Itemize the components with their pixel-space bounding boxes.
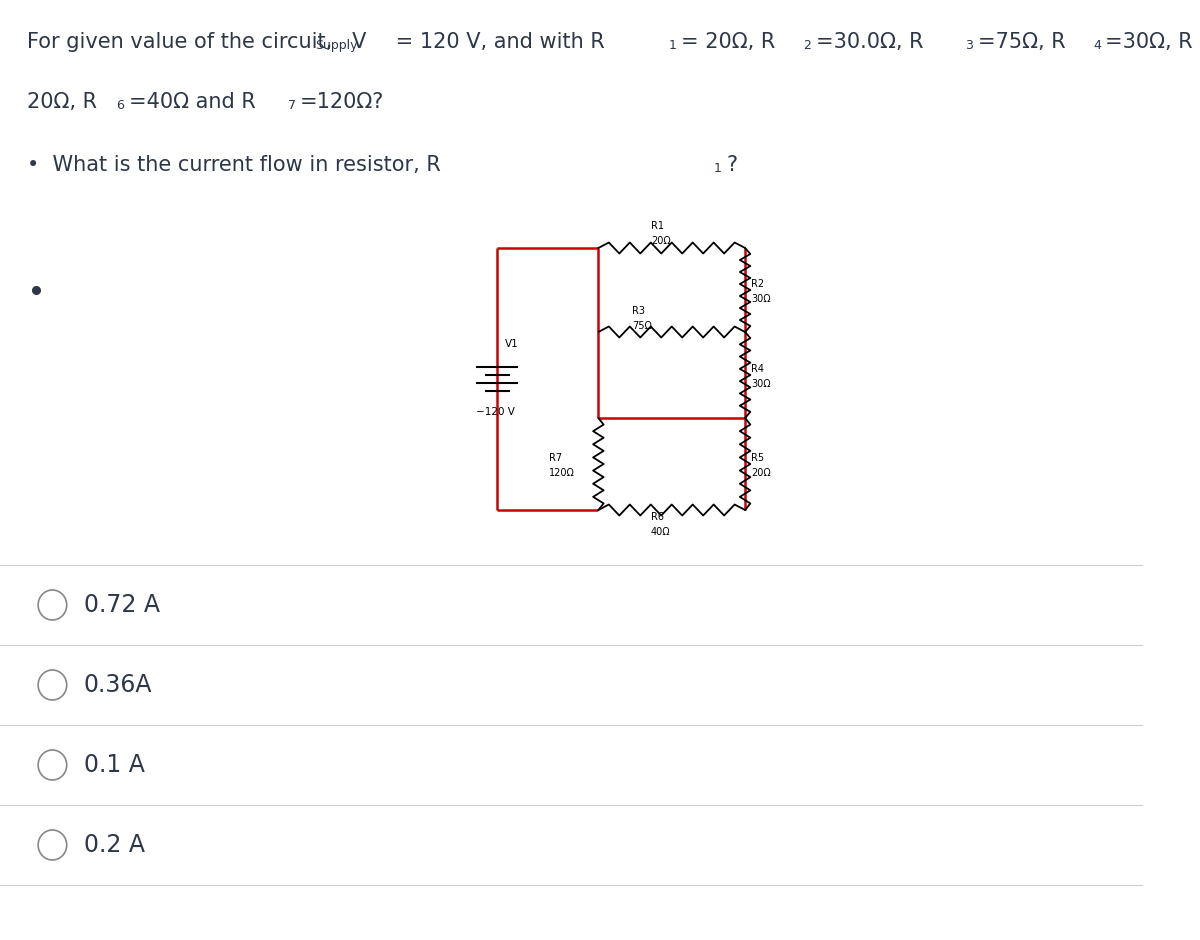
Text: ?: ?	[726, 155, 737, 175]
Text: 1: 1	[668, 39, 677, 52]
Text: 2: 2	[803, 39, 811, 52]
Text: 0.36A: 0.36A	[84, 673, 152, 697]
Text: 30Ω: 30Ω	[751, 379, 770, 389]
Text: =120Ω?: =120Ω?	[300, 92, 384, 112]
Text: =30.0Ω, R: =30.0Ω, R	[816, 32, 923, 52]
Text: = 20Ω, R: = 20Ω, R	[682, 32, 775, 52]
Text: =30Ω, R: =30Ω, R	[1105, 32, 1193, 52]
Text: R6: R6	[650, 512, 664, 522]
Text: R7: R7	[548, 453, 562, 463]
Text: 40Ω: 40Ω	[650, 527, 671, 537]
Text: 1: 1	[714, 162, 721, 175]
Text: 20Ω: 20Ω	[751, 468, 770, 478]
Text: 6: 6	[116, 99, 124, 112]
Text: 0.2 A: 0.2 A	[84, 833, 145, 857]
Text: −120 V: −120 V	[476, 407, 515, 417]
Text: R5: R5	[751, 453, 764, 463]
Text: R4: R4	[751, 364, 764, 374]
Text: 4: 4	[1093, 39, 1100, 52]
Text: 3: 3	[965, 39, 973, 52]
Text: V1: V1	[505, 339, 518, 349]
Text: =75Ω, R: =75Ω, R	[978, 32, 1066, 52]
Text: R3: R3	[631, 306, 644, 316]
Text: R2: R2	[751, 279, 764, 289]
Text: 0.1 A: 0.1 A	[84, 753, 145, 777]
Text: 30Ω: 30Ω	[751, 294, 770, 304]
Text: For given value of the circuit,   V: For given value of the circuit, V	[26, 32, 366, 52]
Text: Supply: Supply	[314, 39, 358, 52]
Text: 120Ω: 120Ω	[548, 468, 575, 478]
Text: 20Ω: 20Ω	[650, 236, 671, 246]
Text: 75Ω: 75Ω	[631, 321, 652, 331]
Text: = 120 V, and with R: = 120 V, and with R	[389, 32, 605, 52]
Text: =40Ω and R: =40Ω and R	[128, 92, 256, 112]
Text: •  What is the current flow in resistor, R: • What is the current flow in resistor, …	[26, 155, 440, 175]
Text: R1: R1	[650, 221, 664, 231]
Text: 20Ω, R: 20Ω, R	[26, 92, 97, 112]
Text: 7: 7	[288, 99, 295, 112]
Text: 0.72 A: 0.72 A	[84, 593, 160, 617]
